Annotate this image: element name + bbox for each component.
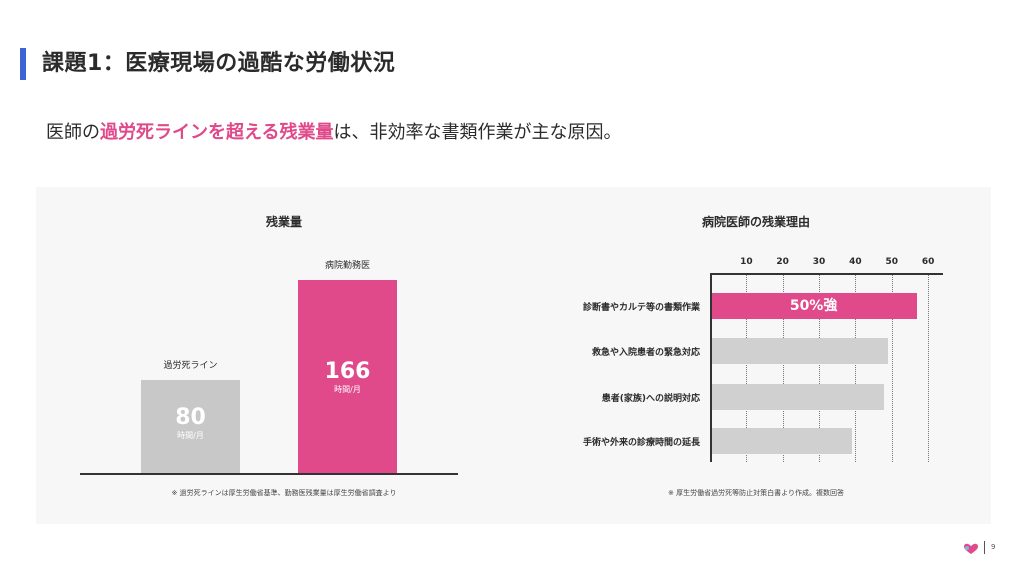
x-gridline [928, 273, 930, 462]
x-tick-label: 60 [921, 257, 935, 267]
bar-category-label-karoshi: 過労死ライン [163, 360, 218, 371]
overtime-chart-note: ※ 過労死ラインは厚生労働省基準、勤務医残業量は厚生労働省調査より [171, 489, 397, 497]
bar-category-label-doctor: 病院勤務医 [324, 261, 370, 271]
x-tick-label: 20 [776, 257, 789, 267]
bar-unit-label: 時間/月 [177, 430, 204, 440]
y-axis-line [710, 273, 712, 462]
x-gridline [746, 273, 748, 462]
reasons-chart-note: ※ 厚生労働省過労死等防止対策白書より作成。複数回答 [668, 489, 844, 497]
page-number: 9 [991, 543, 996, 551]
reason-bar [710, 338, 889, 364]
bar-hospital-doctor: 166 時間/月 [298, 280, 397, 473]
x-gridline [782, 273, 784, 462]
y-category-label: 手術や外来の診療時間の延長 [582, 438, 700, 448]
overtime-chart-panel: 残業量 過労死ライン 病院勤務医 80 時間/月 166 時間/月 ※ 過労死ラ… [36, 187, 532, 524]
subtitle-suffix: は、非効率な書類作業が主な原因。 [333, 122, 622, 143]
reason-bar [710, 428, 852, 454]
page-subtitle: 医師の過労死ラインを超える残業量は、非効率な書類作業が主な原因。 [46, 118, 621, 148]
y-category-label: 診断書やカルテ等の書類作業 [582, 303, 700, 313]
reason-bar [710, 384, 885, 410]
chart-baseline [80, 473, 458, 475]
bar-unit-label: 時間/月 [334, 385, 361, 394]
x-tick-label: 10 [740, 257, 753, 267]
bar-karoshi-line: 80 時間/月 [141, 379, 240, 473]
overtime-chart-title: 残業量 [265, 215, 302, 229]
subtitle-highlight: 過労死ラインを超える残業量 [100, 122, 334, 143]
x-gridline [891, 273, 893, 462]
bar-value-label: 166 [324, 359, 371, 384]
x-tick-label: 50 [885, 257, 898, 267]
reasons-chart-title: 病院医師の残業理由 [701, 215, 810, 229]
bar-annotation: 50%強 [789, 298, 838, 314]
overtime-reasons-chart-panel: 病院医師の残業理由 10 20 30 40 50 60 診断書やカルテ等の書類作業 50%強救… [521, 187, 991, 524]
footer-separator [984, 541, 985, 554]
heart-icon [964, 543, 978, 554]
y-category-label: 患者(家族)への説明対応 [601, 394, 700, 404]
x-tick-label: 30 [812, 257, 826, 267]
reason-bar: 50%強 [710, 293, 918, 319]
subtitle-prefix: 医師の [46, 122, 100, 143]
page-title: 課題1：医療現場の過酷な労働状況 [42, 51, 396, 76]
x-tick-label: 40 [849, 257, 862, 267]
x-gridline [819, 273, 821, 462]
x-gridline [855, 273, 857, 462]
y-category-label: 救急や入院患者の緊急対応 [591, 348, 700, 358]
title-accent-bar [20, 48, 26, 80]
x-axis-line [710, 273, 943, 275]
bar-value-label: 80 [175, 404, 206, 430]
